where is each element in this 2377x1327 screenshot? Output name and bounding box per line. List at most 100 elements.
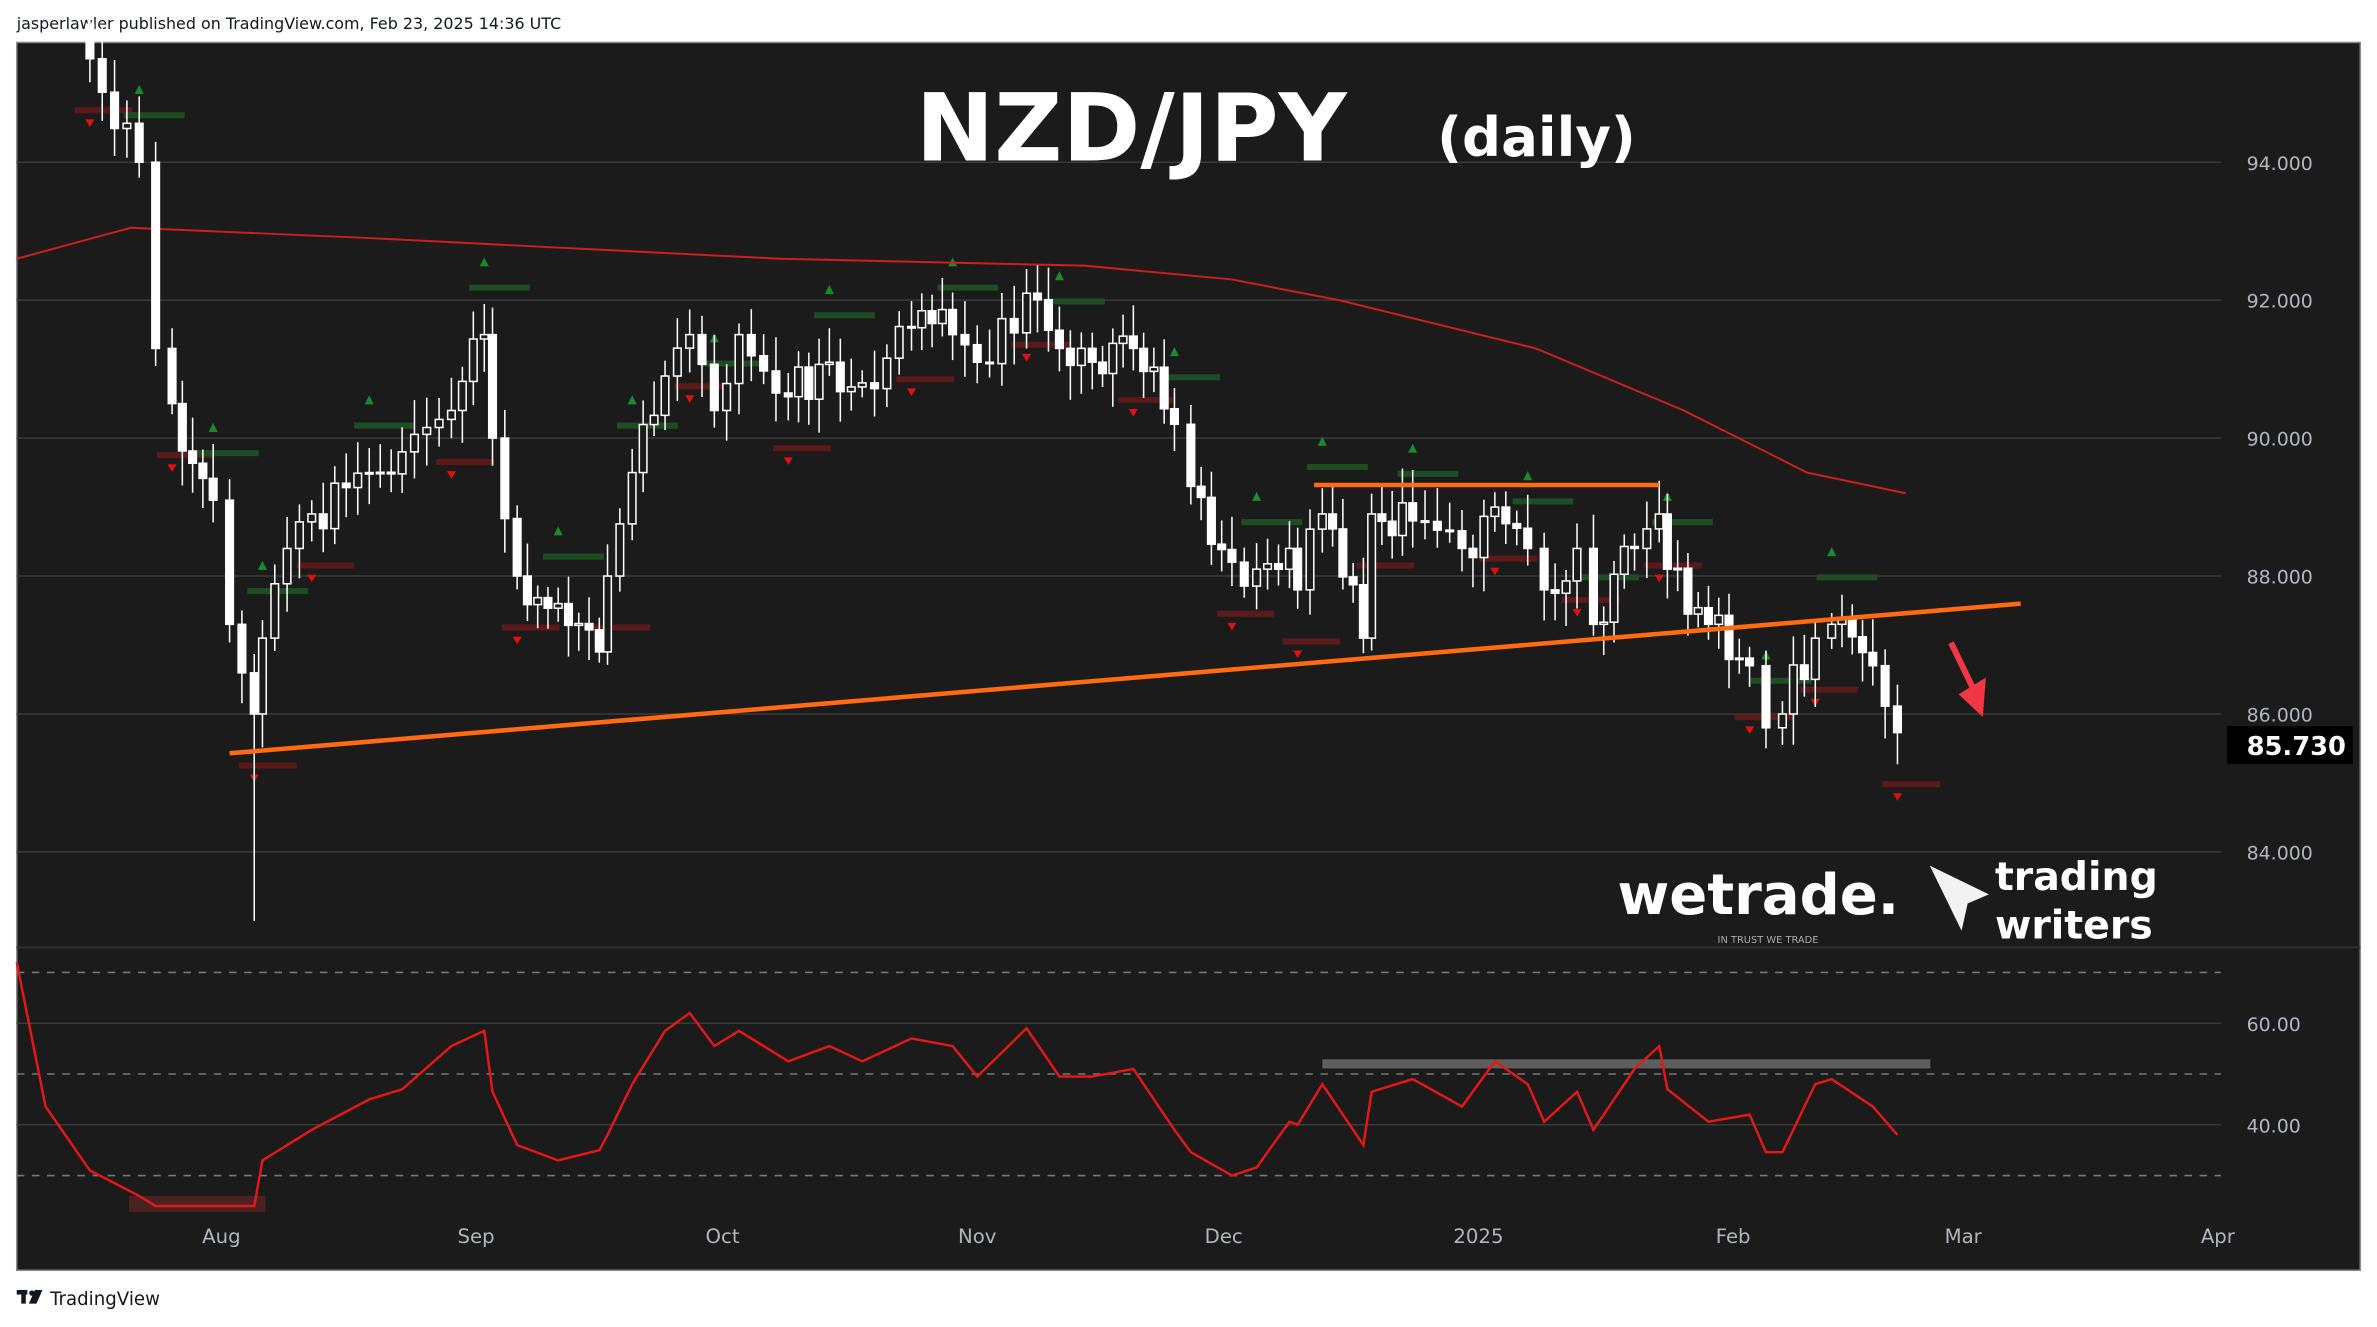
candle-body xyxy=(1043,299,1054,331)
candle-body xyxy=(122,122,132,130)
bull-marker-icon xyxy=(479,257,489,267)
candle xyxy=(1788,636,1798,745)
bear-level-dash xyxy=(1479,555,1538,562)
candle-body xyxy=(1588,547,1598,626)
bear-level-dash xyxy=(896,376,954,383)
wetrade-tagline: IN TRUST WE TRADE xyxy=(1718,935,1819,946)
bear-level-dash xyxy=(1011,341,1069,348)
bear-marker-icon xyxy=(1490,567,1500,576)
candle-body xyxy=(1468,547,1478,559)
candle xyxy=(1479,499,1489,592)
candle-body xyxy=(318,513,328,530)
candle-body xyxy=(1305,528,1315,591)
candle-body xyxy=(1009,317,1019,334)
candle-body xyxy=(1377,513,1387,523)
candle xyxy=(1169,387,1179,452)
candle xyxy=(307,500,317,542)
candle-body xyxy=(85,23,95,60)
candle-body xyxy=(722,382,732,412)
candle-body xyxy=(1348,576,1358,586)
bull-level-dash xyxy=(1652,519,1713,526)
candle-body xyxy=(1662,513,1672,570)
bearish-arrow[interactable] xyxy=(1948,641,1986,718)
candle-body xyxy=(804,366,814,400)
candle-body xyxy=(512,517,522,577)
candle xyxy=(1892,684,1902,765)
candle-body xyxy=(330,482,340,530)
candle-body xyxy=(563,602,574,627)
bull-level-dash xyxy=(1512,498,1574,505)
chart-background xyxy=(15,41,2362,1272)
candle-body xyxy=(927,309,937,325)
candle xyxy=(835,338,845,422)
candle-body xyxy=(1868,651,1878,667)
candle xyxy=(282,517,292,612)
candle-body xyxy=(1139,347,1149,373)
bull-marker-icon xyxy=(1408,443,1418,453)
candle xyxy=(584,597,594,661)
candle xyxy=(1206,471,1216,565)
candle-body xyxy=(1358,583,1368,639)
bear-marker-icon xyxy=(307,574,317,583)
candle xyxy=(1523,494,1533,566)
trading-writers-line1: trading xyxy=(1995,854,2158,900)
candle xyxy=(1065,330,1075,400)
bear-level-dash xyxy=(1356,562,1415,569)
candle-body xyxy=(468,338,478,383)
candle xyxy=(804,352,814,425)
trendlines[interactable] xyxy=(229,482,2021,756)
price-tick-label: 86.000 xyxy=(2247,705,2313,727)
candle-body xyxy=(1196,485,1206,499)
candle xyxy=(1273,544,1284,586)
candle-body xyxy=(1263,563,1273,570)
bear-marker-icon xyxy=(1128,409,1138,417)
candle xyxy=(783,373,793,421)
candle xyxy=(208,443,218,523)
candle xyxy=(846,358,856,411)
candle-body xyxy=(759,355,769,372)
candle xyxy=(1196,466,1206,521)
candle xyxy=(1561,570,1571,626)
candle-body xyxy=(638,423,648,474)
candle xyxy=(1118,314,1128,368)
bull-marker-icon xyxy=(1054,271,1064,281)
candle-body xyxy=(1328,513,1338,530)
candle-body xyxy=(1054,329,1064,350)
price-tick-label: 88.000 xyxy=(2247,567,2313,589)
candle xyxy=(602,544,613,665)
candle-body xyxy=(386,471,396,475)
candle xyxy=(960,301,970,377)
candle xyxy=(294,504,304,579)
candle-body xyxy=(649,414,659,426)
rsi-tick-label: 60.00 xyxy=(2247,1014,2301,1036)
candle-body xyxy=(937,308,947,325)
candle-body xyxy=(397,451,407,475)
candle-body xyxy=(97,57,107,93)
candle xyxy=(198,449,208,509)
tradingview-footer[interactable]: TradingView xyxy=(16,1289,160,1310)
candle-body xyxy=(685,333,695,349)
candle-body xyxy=(1479,515,1489,559)
title-symbol: NZD/JPY xyxy=(916,75,1348,184)
candle-body xyxy=(1076,347,1086,367)
rsi-tick-label: 40.00 xyxy=(2247,1115,2301,1137)
candle-body xyxy=(1239,561,1249,587)
candle xyxy=(1734,638,1744,674)
candle-body xyxy=(1810,637,1820,681)
candle-body xyxy=(1273,563,1284,571)
candle xyxy=(397,427,407,493)
candle-body xyxy=(110,91,120,130)
candle-body xyxy=(814,363,824,400)
bear-marker-icon xyxy=(906,388,917,396)
candle xyxy=(318,482,328,553)
bull-level-dash xyxy=(1241,519,1303,526)
bear-level-dash xyxy=(592,624,650,631)
candle-body xyxy=(1065,347,1075,367)
candle xyxy=(237,610,247,704)
candle xyxy=(1139,332,1149,398)
bull-marker-icon xyxy=(1252,491,1262,501)
candle-body xyxy=(1745,657,1755,667)
candle-body xyxy=(1032,292,1043,301)
candle xyxy=(1714,597,1724,649)
candle-body xyxy=(1761,664,1771,729)
